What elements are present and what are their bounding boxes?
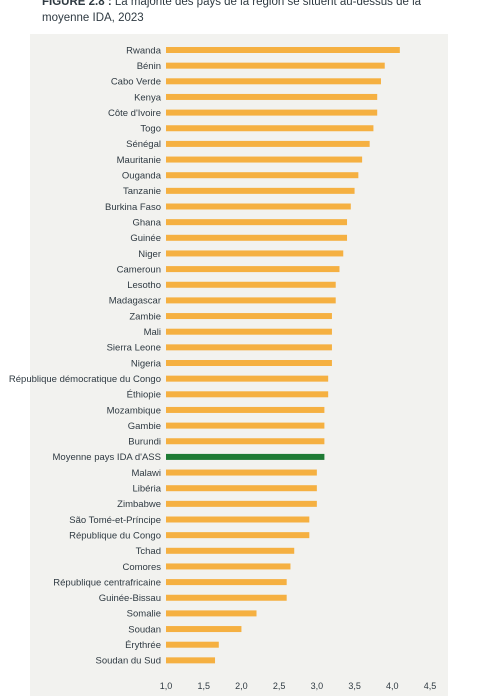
x-tick-label: 1,0	[160, 681, 173, 691]
bar	[166, 438, 325, 445]
bar	[166, 313, 332, 320]
category-label: Soudan du Sud	[95, 656, 161, 667]
bar	[166, 563, 291, 570]
category-label: Togo	[140, 124, 161, 135]
category-label: Gambie	[128, 421, 161, 432]
category-label: Mauritanie	[117, 155, 161, 166]
x-tick-label: 4,0	[386, 681, 399, 691]
category-label: Kenya	[134, 92, 162, 103]
category-label: Zambie	[129, 311, 161, 322]
category-label: Ouganda	[122, 171, 162, 182]
bar	[166, 422, 325, 429]
category-label: Cabo Verde	[111, 77, 161, 88]
bar	[166, 594, 287, 601]
bar	[166, 579, 287, 586]
bar	[166, 657, 216, 664]
category-label: Libéria	[132, 484, 161, 495]
category-label: Zimbabwe	[117, 499, 161, 510]
bar	[166, 93, 378, 100]
bar	[166, 78, 381, 85]
bar	[166, 203, 351, 210]
bar	[166, 641, 219, 648]
bar	[166, 328, 332, 335]
category-label: République démocratique du Congo	[9, 374, 161, 385]
category-label: Madagascar	[109, 296, 161, 307]
category-label: Éthiopie	[127, 390, 161, 401]
category-label: Mozambique	[107, 405, 161, 416]
category-label: Bénin	[137, 61, 161, 72]
bar	[166, 281, 336, 288]
bar	[166, 375, 329, 382]
bar	[166, 219, 348, 226]
category-label: Tanzanie	[123, 186, 161, 197]
category-label: République du Congo	[69, 530, 161, 541]
bar	[166, 62, 385, 69]
category-label: Tchad	[136, 546, 161, 557]
bar	[166, 140, 370, 147]
bar	[166, 469, 317, 476]
average-bar	[166, 453, 325, 460]
x-tick-label: 2,5	[273, 681, 286, 691]
bar	[166, 406, 325, 413]
category-label: Soudan	[128, 624, 161, 635]
bar	[166, 250, 344, 257]
category-label: République centrafricaine	[53, 577, 161, 588]
category-label: Guinée-Bissau	[99, 593, 161, 604]
category-label: São Tomé-et-Príncipe	[69, 515, 161, 526]
category-label: Somalie	[127, 609, 161, 620]
category-label: Guinée	[130, 233, 161, 244]
bar	[166, 500, 317, 507]
bar	[166, 234, 348, 241]
x-tick-label: 1,5	[197, 681, 210, 691]
bar	[166, 626, 242, 633]
category-label: Malawi	[131, 468, 161, 479]
bar	[166, 532, 310, 539]
bar	[166, 485, 317, 492]
bar	[166, 391, 329, 398]
bar	[166, 156, 363, 163]
category-label: Burundi	[128, 437, 161, 448]
category-label: Sierra Leone	[107, 343, 161, 354]
bar	[166, 297, 336, 304]
x-tick-label: 3,0	[311, 681, 324, 691]
x-tick-label: 4,5	[424, 681, 437, 691]
category-label: Burkina Faso	[105, 202, 161, 213]
bar	[166, 360, 332, 366]
category-label: Lesotho	[127, 280, 161, 291]
category-label: Mali	[144, 327, 161, 338]
bar	[166, 610, 257, 617]
figure-title: FIGURE 2.8 : La majorité des pays de la …	[42, 0, 442, 26]
x-tick-label: 3,5	[348, 681, 361, 691]
category-label: Niger	[138, 249, 161, 260]
category-label: Cameroun	[117, 264, 161, 275]
bar	[166, 125, 374, 132]
category-label: Rwanda	[126, 45, 162, 56]
figure-number: FIGURE 2.8 :	[42, 0, 112, 8]
bar	[166, 172, 359, 179]
bar	[166, 47, 400, 53]
category-label: Érythrée	[125, 640, 161, 651]
bar	[166, 547, 295, 554]
category-label: Moyenne pays IDA d'ASS	[53, 452, 162, 463]
category-label: Comores	[122, 562, 161, 573]
figure-title-text: La majorité des pays de la région se sit…	[42, 0, 422, 24]
bar	[166, 109, 378, 116]
category-label: Ghana	[132, 217, 161, 228]
bar	[166, 266, 340, 273]
category-label: Sénégal	[126, 139, 161, 150]
bar	[166, 516, 310, 523]
bar	[166, 344, 332, 351]
x-tick-label: 2,0	[235, 681, 248, 691]
category-label: Côte d'Ivoire	[108, 108, 161, 119]
category-label: Nigeria	[131, 358, 162, 369]
bar	[166, 187, 355, 194]
